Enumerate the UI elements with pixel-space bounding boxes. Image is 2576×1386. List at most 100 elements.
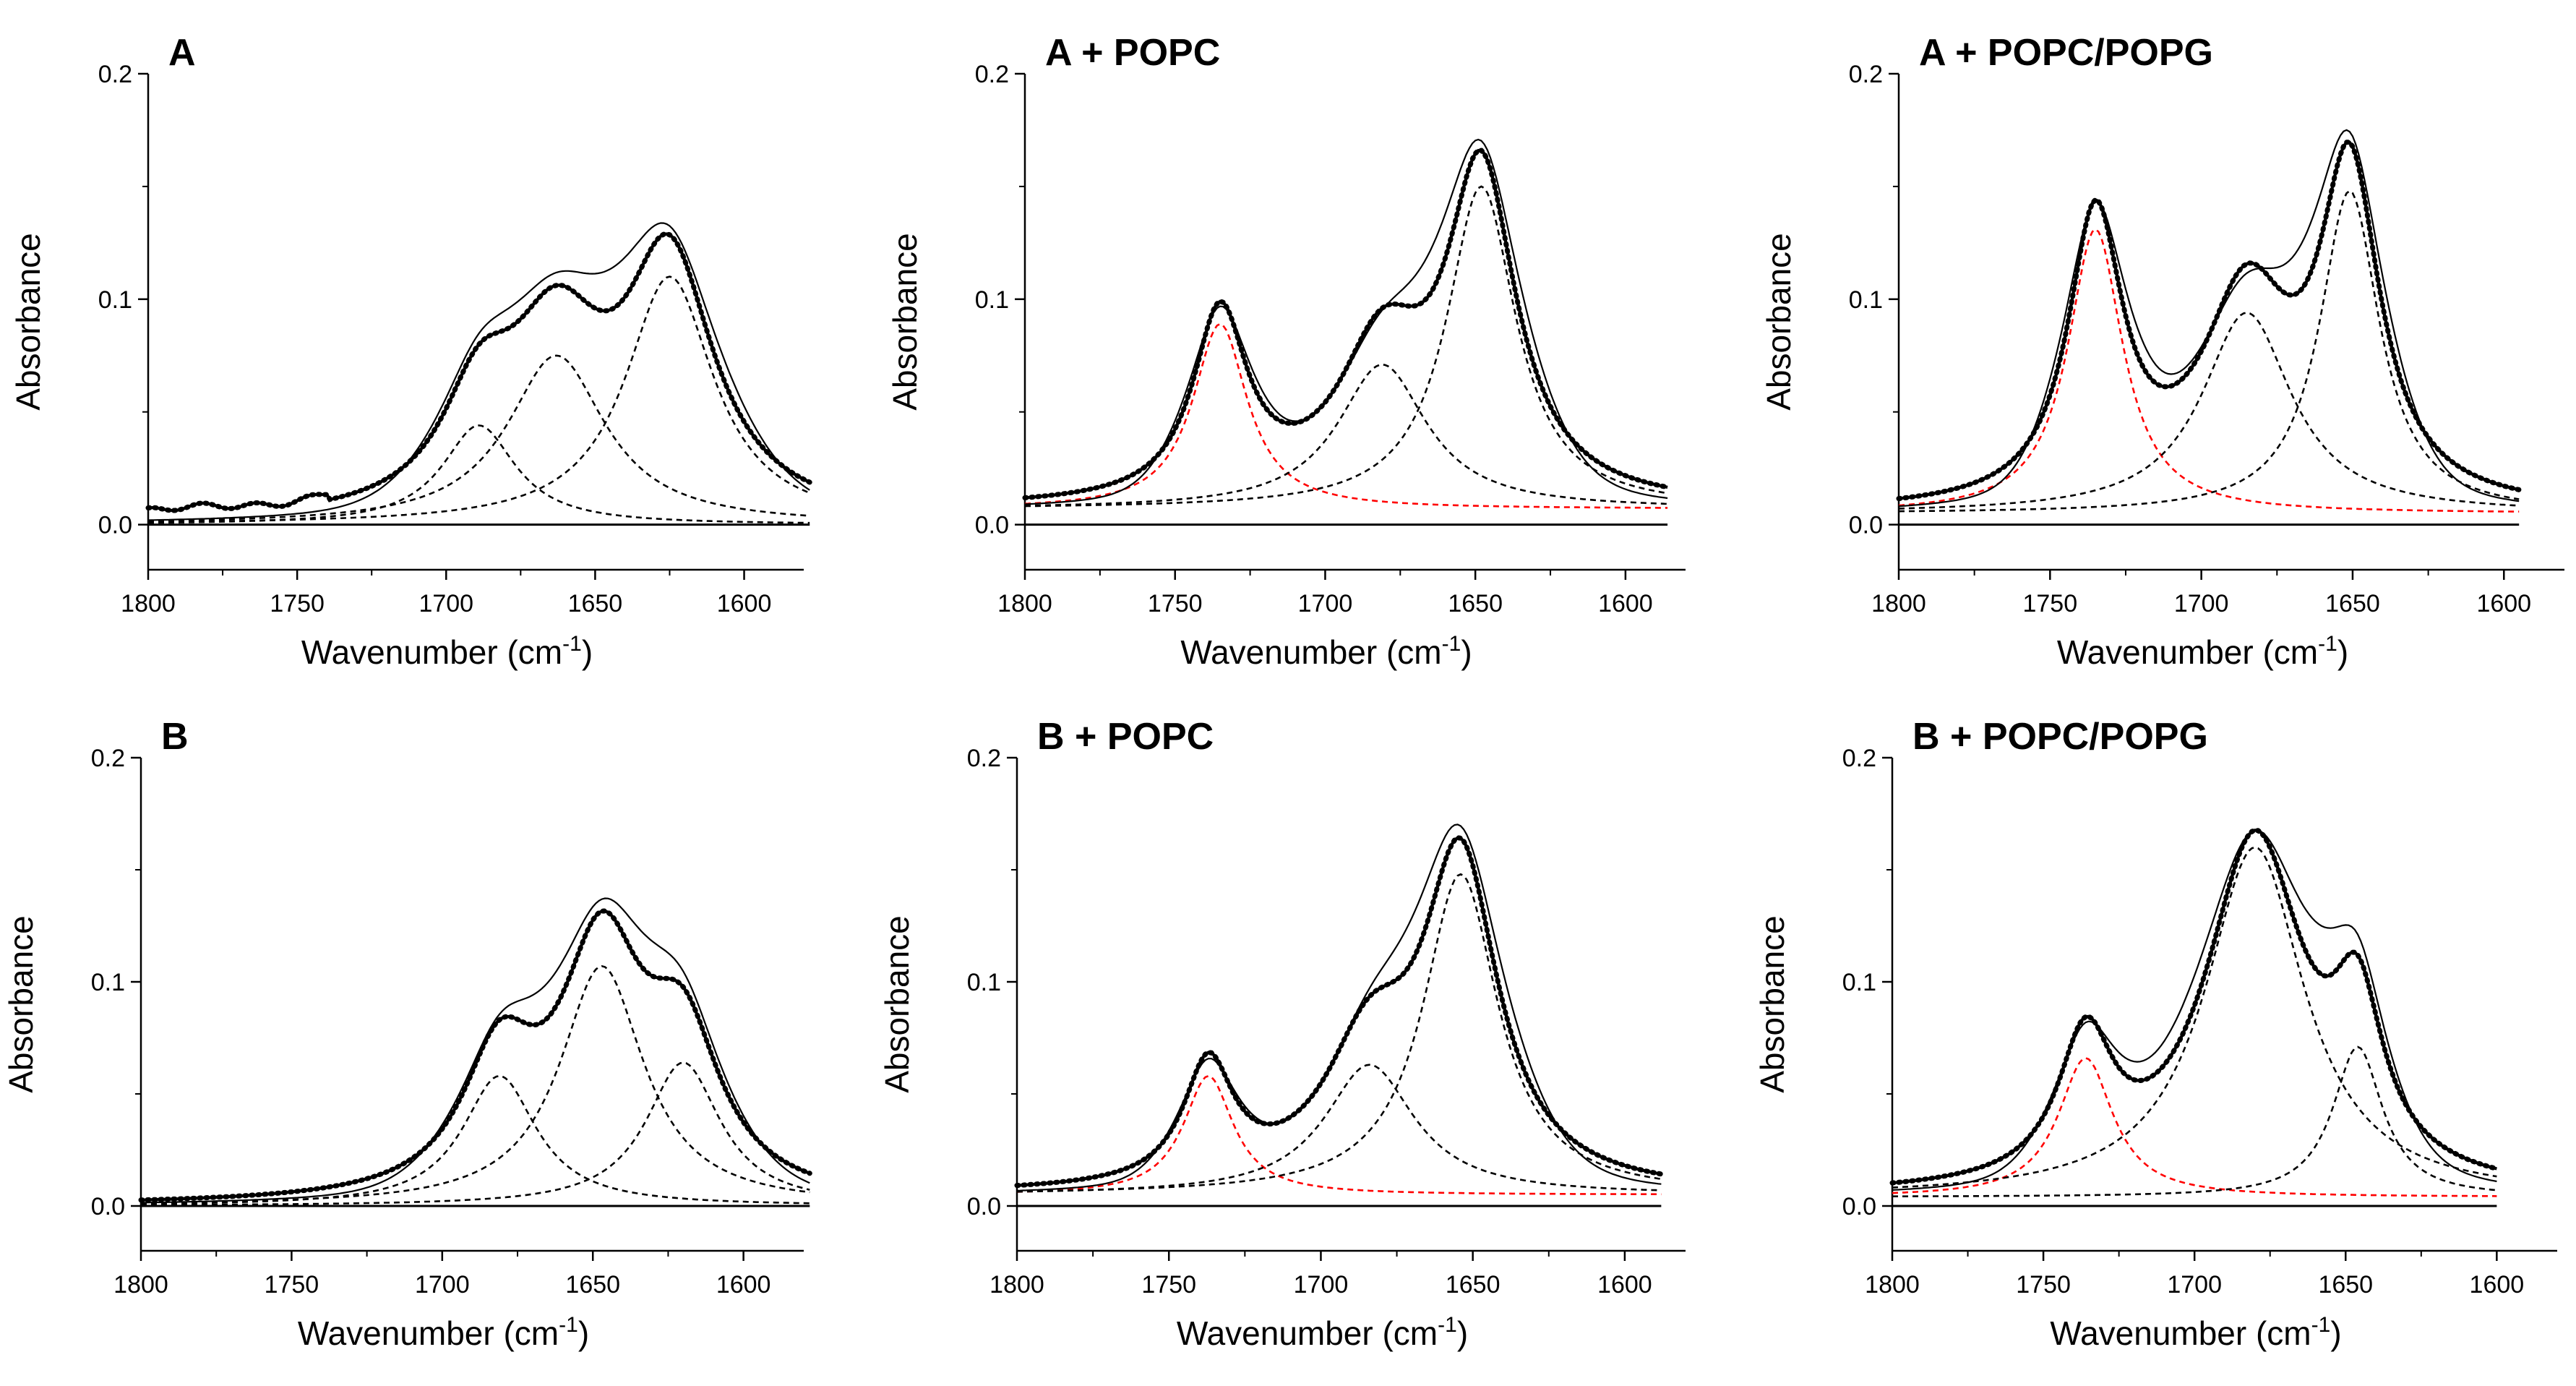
- y-axis-title: Absorbance: [886, 233, 924, 411]
- fitted-sum-line: [1898, 129, 2520, 508]
- x-tick-label: 1600: [716, 1271, 771, 1299]
- x-tick-label: 1650: [1448, 590, 1503, 617]
- chart-panel-5: 1800 1750 1700 1650 1600 0.0 0.1 0.2 B + POPC Abs…: [878, 716, 1686, 1352]
- y-tick-label: 0.2: [98, 61, 132, 88]
- x-tick-label: 1650: [2318, 1271, 2373, 1299]
- panel-title: B: [161, 716, 189, 758]
- x-tick-label: 1700: [1298, 590, 1353, 617]
- chart-panel-6: 1800 1750 1700 1650 1600 0.0 0.1 0.2 B + POPC/PO…: [1753, 716, 2557, 1352]
- y-tick-label: 0.0: [1842, 1193, 1876, 1220]
- y-tick-label: 0.2: [91, 745, 125, 772]
- component-band-1654: [1016, 873, 1662, 1193]
- component-band-1689: [147, 424, 810, 524]
- x-tick-label: 1750: [2022, 590, 2077, 617]
- chart-panel-3: 1800 1750 1700 1650 1600 0.0 0.1 0.2 A + POPC/PO…: [1760, 32, 2564, 671]
- chart-panel-4: 1800 1750 1700 1650 1600 0.0 0.1 0.2 B Absorbance…: [2, 716, 812, 1352]
- x-tick-label: 1650: [565, 1271, 620, 1299]
- y-tick-label: 0.0: [975, 512, 1009, 539]
- x-axis-title: Wavenumber (cm-1): [1177, 1313, 1468, 1352]
- component-band-1735: [1024, 322, 1668, 509]
- x-tick-label: 1700: [2167, 1271, 2222, 1299]
- y-tick-label: 0.0: [1849, 512, 1883, 539]
- y-tick-label: 0.1: [91, 969, 125, 996]
- x-tick-label: 1700: [2174, 590, 2229, 617]
- y-tick-label: 0.1: [967, 969, 1001, 996]
- y-tick-label: 0.2: [1849, 61, 1883, 88]
- y-tick-label: 0.0: [98, 512, 132, 539]
- component-band-1663: [147, 354, 810, 523]
- x-tick-label: 1800: [113, 1271, 168, 1299]
- x-tick-label: 1750: [270, 590, 325, 617]
- x-tick-label: 1600: [1598, 590, 1653, 617]
- x-tick-label: 1800: [121, 590, 176, 617]
- y-axis-title: Absorbance: [878, 915, 916, 1093]
- component-band-1685: [1898, 312, 2520, 510]
- measured-spectrum-line: [1024, 149, 1668, 500]
- chart-panel-1: 1800 1750 1700 1650 1600 0.0 0.1 0.2 A Absorbance…: [9, 32, 812, 671]
- component-band-1735: [1898, 228, 2520, 513]
- x-tick-label: 1800: [1871, 590, 1926, 617]
- x-tick-label: 1700: [1294, 1271, 1349, 1299]
- y-axis-title: Absorbance: [1760, 233, 1798, 411]
- y-tick-label: 0.1: [1842, 969, 1876, 996]
- y-tick-label: 0.2: [1842, 745, 1876, 772]
- panel-title: A: [168, 32, 196, 74]
- y-axis-title: Absorbance: [9, 233, 47, 411]
- measured-spectrum-points: [138, 908, 812, 1203]
- component-band-1648: [1024, 185, 1668, 508]
- y-tick-label: 0.2: [975, 61, 1009, 88]
- measured-spectrum-points: [1014, 835, 1664, 1189]
- measured-spectrum-points: [1022, 147, 1670, 500]
- panel-title: B + POPC/POPG: [1912, 716, 2208, 758]
- y-tick-label: 0.0: [91, 1193, 125, 1220]
- component-band-1646: [1892, 1045, 2497, 1197]
- component-band-1651: [1898, 189, 2520, 513]
- y-axis-title: Absorbance: [1753, 915, 1791, 1093]
- chart-panel-2: 1800 1750 1700 1650 1600 0.0 0.1 0.2 A + POPC Abs…: [886, 32, 1686, 671]
- y-tick-label: 0.1: [975, 286, 1009, 314]
- x-tick-label: 1750: [2016, 1271, 2071, 1299]
- x-tick-label: 1650: [568, 590, 623, 617]
- measured-spectrum-line: [140, 909, 811, 1202]
- y-tick-label: 0.1: [98, 286, 132, 314]
- x-tick-label: 1800: [989, 1271, 1044, 1299]
- x-tick-label: 1600: [2476, 590, 2531, 617]
- measured-spectrum-line: [147, 232, 811, 513]
- x-axis-title: Wavenumber (cm-1): [2050, 1313, 2341, 1352]
- y-tick-label: 0.1: [1849, 286, 1883, 314]
- panel-title: B + POPC: [1037, 716, 1214, 758]
- x-tick-label: 1650: [2325, 590, 2380, 617]
- x-tick-label: 1600: [1597, 1271, 1652, 1299]
- y-axis-title: Absorbance: [2, 915, 40, 1093]
- x-tick-label: 1600: [717, 590, 772, 617]
- measured-spectrum-line: [1898, 140, 2520, 500]
- x-tick-label: 1750: [265, 1271, 319, 1299]
- x-tick-label: 1800: [997, 590, 1052, 617]
- x-axis-title: Wavenumber (cm-1): [1180, 632, 1472, 671]
- component-band-1737: [1016, 1074, 1662, 1196]
- component-band-1647: [140, 964, 810, 1205]
- x-tick-label: 1750: [1141, 1271, 1196, 1299]
- component-band-1736: [1892, 1057, 2497, 1197]
- x-axis-title: Wavenumber (cm-1): [298, 1313, 589, 1352]
- x-tick-label: 1750: [1148, 590, 1203, 617]
- x-tick-label: 1600: [2470, 1271, 2525, 1299]
- component-band-1625: [148, 275, 810, 523]
- x-axis-title: Wavenumber (cm-1): [301, 632, 593, 671]
- x-tick-label: 1800: [1865, 1271, 1920, 1299]
- measured-spectrum-points: [145, 231, 812, 513]
- component-band-1680: [1892, 846, 2497, 1189]
- x-tick-label: 1700: [415, 1271, 470, 1299]
- measured-spectrum-points: [1896, 140, 2522, 502]
- component-band-1684: [1016, 1064, 1662, 1193]
- component-band-1681: [1025, 363, 1668, 507]
- x-tick-label: 1700: [418, 590, 473, 617]
- panel-title: A + POPC: [1045, 32, 1220, 74]
- fitted-sum-line: [147, 222, 810, 521]
- x-tick-label: 1650: [1446, 1271, 1500, 1299]
- component-band-1620: [141, 1061, 810, 1206]
- y-tick-label: 0.2: [967, 745, 1001, 772]
- measured-spectrum-points: [1889, 827, 2499, 1186]
- y-tick-label: 0.0: [967, 1193, 1001, 1220]
